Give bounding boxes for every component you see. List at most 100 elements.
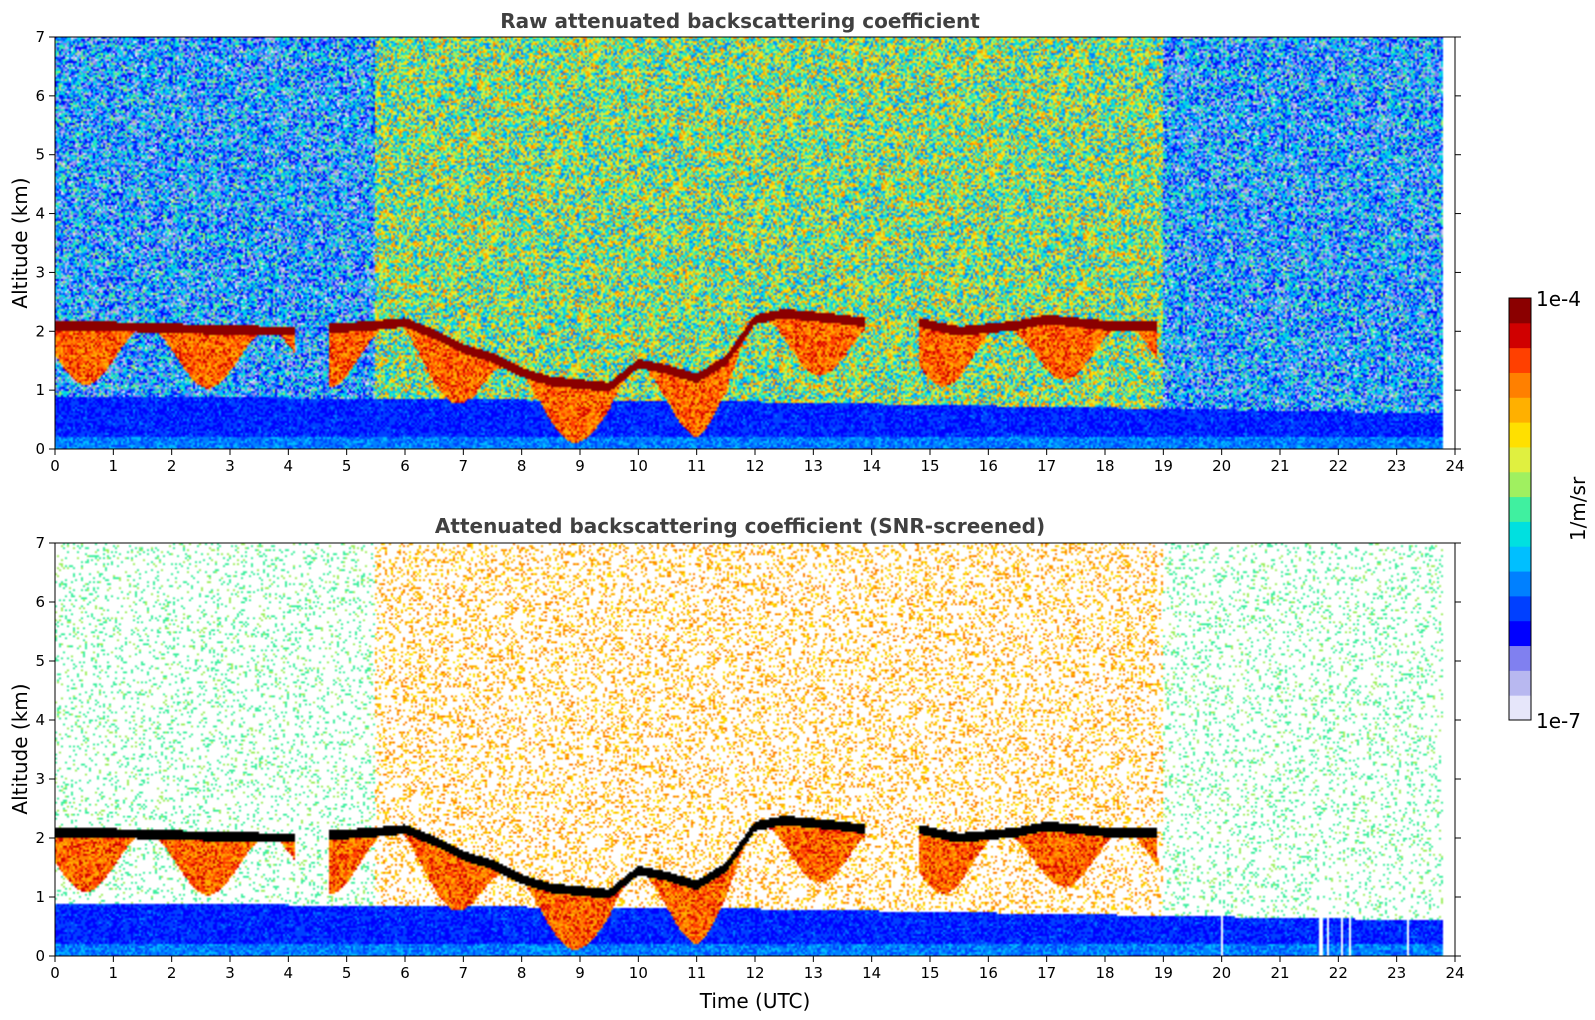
x-axis-label: Time (UTC) xyxy=(699,989,811,1013)
x-tick-label: 14 xyxy=(862,457,881,475)
bottom-panel-title: Attenuated backscattering coefficient (S… xyxy=(435,514,1045,538)
colorbar-max-label: 1e-4 xyxy=(1536,287,1581,311)
top-heatmap-image xyxy=(55,37,1455,449)
y-tick-label: 4 xyxy=(35,205,45,223)
x-tick-label: 3 xyxy=(225,457,235,475)
colorbar-steps xyxy=(1509,298,1531,721)
bottom-y-axis-label: Altitude (km) xyxy=(8,683,32,814)
colorbar-unit-label: 1/m/sr xyxy=(1566,476,1590,541)
bottom-panel: Attenuated backscattering coefficient (S… xyxy=(8,514,1465,1013)
x-tick-label: 8 xyxy=(517,457,527,475)
y-tick-label: 2 xyxy=(35,322,45,340)
colorbar-step xyxy=(1509,422,1531,448)
x-tick-label: 23 xyxy=(1387,457,1406,475)
x-tick-label: 22 xyxy=(1329,964,1348,982)
colorbar-frame xyxy=(1508,297,1532,721)
y-tick-label: 7 xyxy=(35,534,45,552)
x-tick-label: 4 xyxy=(284,457,294,475)
x-tick-label: 1 xyxy=(109,457,119,475)
x-tick-label: 17 xyxy=(1037,964,1056,982)
x-tick-label: 7 xyxy=(459,457,469,475)
y-tick-label: 4 xyxy=(35,711,45,729)
colorbar-step xyxy=(1509,372,1531,398)
y-tick-label: 0 xyxy=(35,947,45,965)
x-tick-label: 0 xyxy=(50,964,60,982)
colorbar-step xyxy=(1509,695,1531,721)
x-tick-label: 24 xyxy=(1445,964,1464,982)
y-tick-label: 6 xyxy=(35,87,45,105)
x-tick-label: 13 xyxy=(804,964,823,982)
x-tick-label: 21 xyxy=(1270,457,1289,475)
x-tick-label: 12 xyxy=(745,964,764,982)
x-tick-label: 10 xyxy=(629,964,648,982)
colorbar-step xyxy=(1509,446,1531,473)
y-tick-label: 7 xyxy=(35,28,45,46)
x-tick-label: 7 xyxy=(459,964,469,982)
colorbar-step xyxy=(1509,645,1531,671)
x-tick-label: 14 xyxy=(862,964,881,982)
x-tick-label: 16 xyxy=(979,457,998,475)
x-tick-label: 16 xyxy=(979,964,998,982)
colorbar-step xyxy=(1509,347,1531,373)
colorbar-min-label: 1e-7 xyxy=(1536,709,1581,733)
bottom-heatmap-image xyxy=(55,543,1455,956)
colorbar-step xyxy=(1509,546,1531,572)
top-panel-title: Raw attenuated backscattering coefficien… xyxy=(500,9,980,33)
y-tick-label: 5 xyxy=(35,652,45,670)
y-tick-label: 3 xyxy=(35,770,45,788)
x-tick-label: 11 xyxy=(687,457,706,475)
colorbar-step xyxy=(1509,322,1531,349)
x-tick-label: 3 xyxy=(225,964,235,982)
top-y-axis-label: Altitude (km) xyxy=(8,177,32,308)
y-tick-label: 1 xyxy=(35,381,45,399)
colorbar-step xyxy=(1509,670,1531,696)
x-tick-label: 9 xyxy=(575,964,585,982)
x-tick-label: 5 xyxy=(342,964,352,982)
x-tick-label: 6 xyxy=(400,964,410,982)
colorbar-step xyxy=(1509,595,1531,622)
x-tick-label: 9 xyxy=(575,457,585,475)
colorbar-step xyxy=(1509,397,1531,423)
colorbar-step xyxy=(1509,521,1531,547)
x-tick-label: 11 xyxy=(687,964,706,982)
x-tick-label: 18 xyxy=(1095,964,1114,982)
colorbar-step xyxy=(1509,620,1531,647)
x-tick-label: 2 xyxy=(167,457,177,475)
top-panel: Raw attenuated backscattering coefficien… xyxy=(8,9,1465,475)
x-tick-label: 18 xyxy=(1095,457,1114,475)
x-tick-label: 15 xyxy=(920,964,939,982)
x-tick-label: 21 xyxy=(1270,964,1289,982)
colorbar-step xyxy=(1509,496,1531,522)
top-axis-ticks: 0 1 2 3 4 5 6 7 8 9 10 11 12 13 14 15 16 17 18 19 20 21 22 23 24… xyxy=(35,28,1464,475)
y-tick-label: 3 xyxy=(35,263,45,281)
x-tick-label: 0 xyxy=(50,457,60,475)
y-tick-label: 1 xyxy=(35,888,45,906)
x-tick-label: 5 xyxy=(342,457,352,475)
y-tick-label: 6 xyxy=(35,593,45,611)
x-tick-label: 1 xyxy=(109,964,119,982)
colorbar-step xyxy=(1509,471,1531,498)
x-tick-label: 12 xyxy=(745,457,764,475)
x-tick-label: 8 xyxy=(517,964,527,982)
x-tick-label: 13 xyxy=(804,457,823,475)
x-tick-label: 2 xyxy=(167,964,177,982)
x-tick-label: 19 xyxy=(1154,457,1173,475)
x-tick-label: 15 xyxy=(920,457,939,475)
bottom-axis-ticks: 0 1 2 3 4 5 6 7 8 9 10 11 12 13 14 15 16 17 18 19 20 21 22 23 24… xyxy=(35,534,1464,982)
colorbar: 1e-4 1e-7 1/m/sr xyxy=(1508,287,1590,733)
x-tick-label: 4 xyxy=(284,964,294,982)
x-tick-label: 10 xyxy=(629,457,648,475)
y-tick-label: 0 xyxy=(35,440,45,458)
y-tick-label: 5 xyxy=(35,146,45,164)
x-tick-label: 6 xyxy=(400,457,410,475)
x-tick-label: 24 xyxy=(1445,457,1464,475)
colorbar-step xyxy=(1509,298,1531,324)
y-tick-label: 2 xyxy=(35,829,45,847)
x-tick-label: 23 xyxy=(1387,964,1406,982)
x-tick-label: 22 xyxy=(1329,457,1348,475)
x-tick-label: 20 xyxy=(1212,964,1231,982)
x-tick-label: 17 xyxy=(1037,457,1056,475)
colorbar-step xyxy=(1509,571,1531,597)
x-tick-label: 19 xyxy=(1154,964,1173,982)
